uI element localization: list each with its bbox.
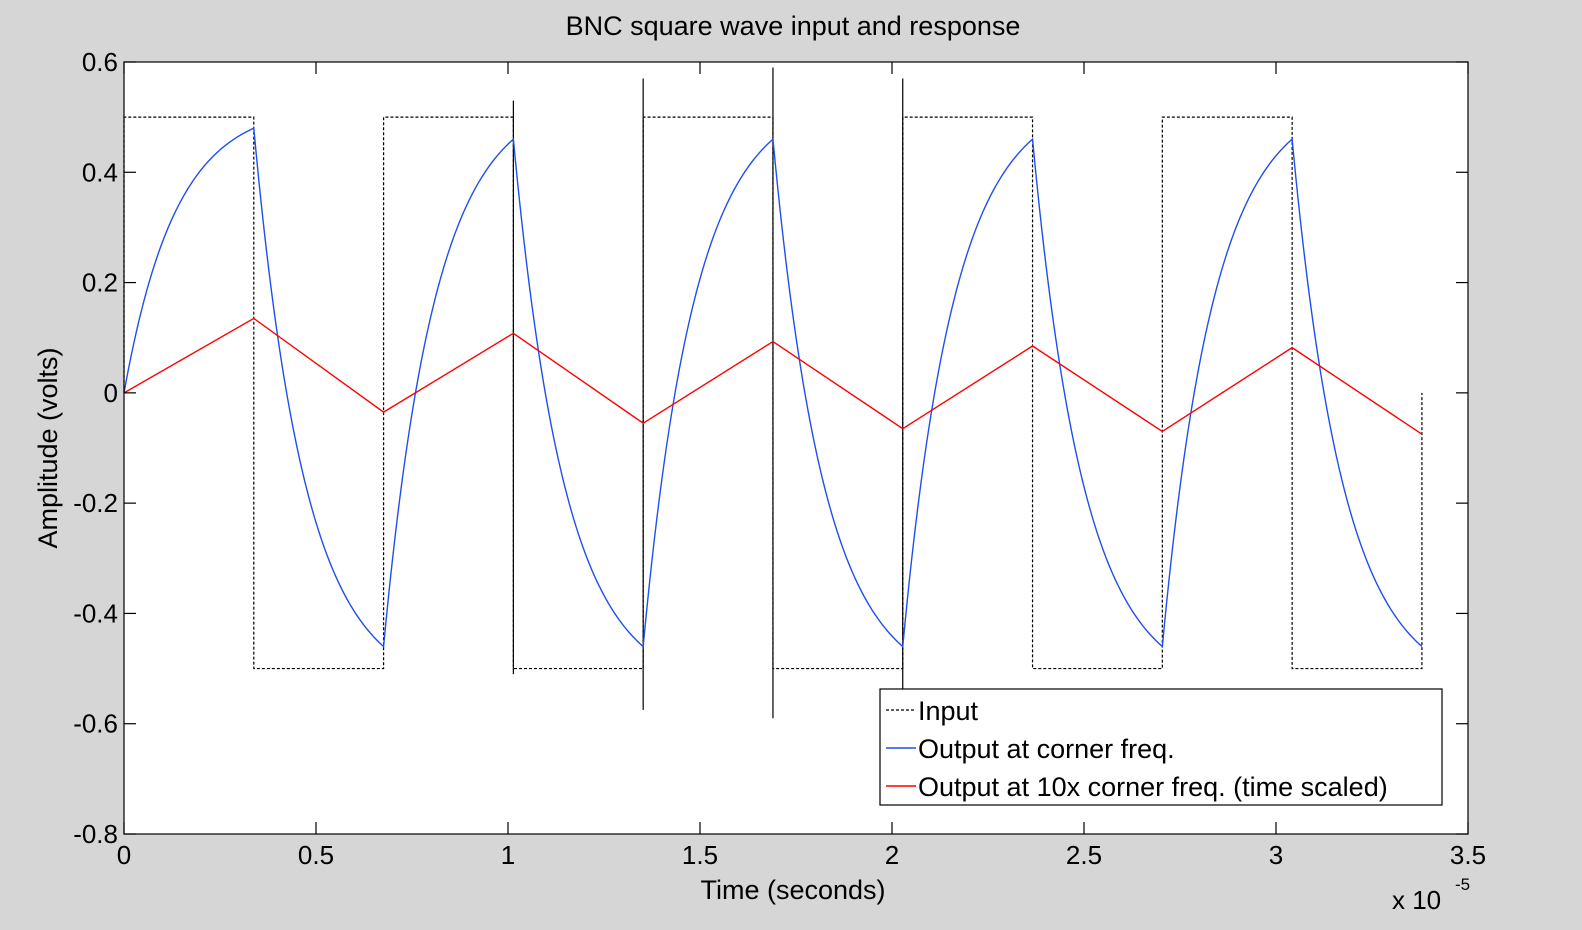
- y-tick-label: 0.6: [82, 47, 118, 77]
- legend-label-corner: Output at corner freq.: [918, 734, 1175, 764]
- x-axis-multiplier: x 10: [1392, 885, 1441, 915]
- y-tick-label: -0.4: [73, 598, 118, 628]
- x-tick-label: 3.5: [1450, 840, 1486, 870]
- x-tick-label: 1.5: [682, 840, 718, 870]
- legend: Input Output at corner freq. Output at 1…: [879, 688, 1443, 806]
- y-tick-label: -0.6: [73, 709, 118, 739]
- x-tick-label: 0: [117, 840, 131, 870]
- y-tick-label: 0: [104, 378, 118, 408]
- x-tick-label: 2.5: [1066, 840, 1102, 870]
- y-tick-label: -0.2: [73, 488, 118, 518]
- series-10x-line: [123, 317, 1423, 435]
- y-tick-label: -0.8: [73, 819, 118, 849]
- x-tick-label: 2: [885, 840, 899, 870]
- y-axis-label: Amplitude (volts): [33, 347, 63, 548]
- legend-box: [879, 688, 1443, 806]
- series-corner-line: [123, 127, 1423, 648]
- plot-frame: [123, 61, 1469, 835]
- x-tick-label: 3: [1269, 840, 1283, 870]
- x-axis-label: Time (seconds): [700, 875, 885, 905]
- legend-label-input: Input: [918, 696, 979, 726]
- x-tick-label: 0.5: [298, 840, 334, 870]
- legend-label-10x: Output at 10x corner freq. (time scaled): [918, 772, 1388, 802]
- y-tick-label: 0.4: [82, 157, 118, 187]
- chart-title: BNC square wave input and response: [566, 11, 1021, 41]
- x-tick-label: 1: [501, 840, 515, 870]
- y-tick-label: 0.2: [82, 268, 118, 298]
- x-axis-multiplier-exponent: -5: [1455, 875, 1470, 894]
